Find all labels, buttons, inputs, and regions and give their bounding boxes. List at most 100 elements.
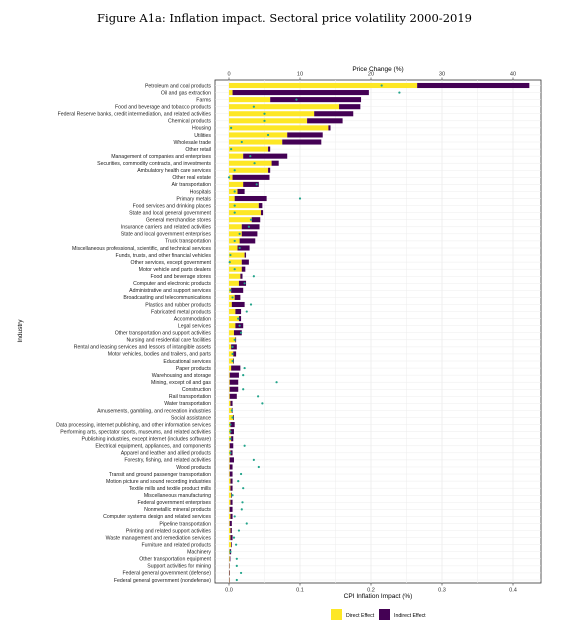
category-label: Paper products [176,366,212,372]
category-label: Machinery [187,550,211,556]
category-label: Textile mills and textile product mills [129,486,212,492]
bar-direct [229,280,239,286]
category-label: Legal services [178,323,212,329]
bar-indirect [229,372,239,378]
x-tick-label-top: 10 [297,72,303,78]
price-change-point [229,253,232,257]
bar-indirect [240,273,243,279]
category-label: Housing [192,126,211,132]
bar-direct [229,118,308,124]
category-label: Insurance carriers and related activitie… [121,225,212,231]
price-change-point [230,126,233,129]
category-label: Petroleum and coal products [145,83,211,89]
bar-direct [229,167,269,173]
category-label: Computer and electronic products [133,281,211,287]
price-change-point [239,571,243,575]
bar-indirect [230,528,232,534]
price-change-point [231,416,234,419]
bar-indirect [234,195,267,202]
price-change-point [380,84,383,87]
price-change-point [249,218,253,221]
category-label: Motor vehicle and parts dealers [139,267,212,273]
bar-indirect [258,203,263,209]
bar-direct [229,273,241,279]
x-tick-label-bottom: 0.1 [296,588,304,594]
bar-direct [229,513,231,519]
bar-indirect [268,167,271,173]
category-label: Fabricated metal products [151,309,211,315]
bar-direct [229,358,234,364]
bar-direct [229,217,252,223]
bar-indirect [231,344,237,350]
bar-direct [229,309,236,315]
category-label: Forestry, fishing, and related activitie… [124,458,211,464]
bar-direct [229,323,236,329]
bar-indirect [231,301,245,308]
price-change-point [231,494,234,497]
bar-indirect [241,259,249,265]
category-label: Securities, commodity contracts, and inv… [97,161,211,167]
bar-direct [229,464,230,470]
bar-direct [229,111,315,117]
price-change-point [252,275,255,278]
x-tick-label-bottom: 0.0 [225,588,233,594]
bar-indirect [238,280,247,286]
price-change-point [253,162,256,165]
price-change-point [241,501,244,504]
price-change-point [239,472,243,476]
bar-indirect [229,457,234,463]
price-change-point [240,140,243,144]
bar-indirect [229,393,237,399]
bar-direct [229,499,231,505]
bar-direct [229,224,242,230]
bar-direct [229,301,232,308]
price-change-point [263,112,266,115]
price-change-point [229,550,232,553]
bar-direct [229,386,230,392]
bar-indirect [314,111,354,117]
price-change-point [243,444,246,447]
bar-direct [229,443,230,449]
bar-direct [229,337,236,343]
category-label: Farms [196,97,211,103]
price-change-point [249,303,253,306]
category-label: Construction [182,387,211,393]
bar-direct [229,471,230,477]
price-change-point [261,402,264,405]
x-tick-label-top: 40 [510,72,516,78]
price-change-point [238,232,241,235]
price-change-point [233,169,236,172]
price-change-point [257,465,260,469]
bar-direct [229,528,231,534]
bar-direct [229,181,244,187]
bar-indirect [229,520,232,527]
bar-direct [229,506,230,512]
price-change-point [230,409,233,412]
x-tick-label-top: 30 [439,72,445,78]
category-label: Performing arts, spectator sports, museu… [60,429,211,435]
bar-indirect [268,146,271,152]
category-label: Accommodation [174,316,211,322]
bar-indirect [230,429,234,435]
category-label: Other transportation and support activit… [115,331,212,337]
bar-direct [229,195,235,202]
bar-indirect [232,90,369,96]
price-change-point [233,211,236,214]
bar-indirect [237,188,245,195]
price-change-point [237,480,240,483]
price-change-point [266,133,270,137]
grid [215,80,541,583]
category-label: Rail transportation [169,394,211,400]
price-change-point [233,190,236,193]
bar-indirect [417,82,530,89]
bar-direct [229,132,288,138]
category-label: Other transportation equipment [139,557,211,563]
bar-indirect [229,506,233,512]
legend-swatch-direct [331,609,342,620]
x-tick-label-top: 20 [368,72,374,78]
bar-indirect [241,224,260,230]
category-label: Federal Reserve banks, credit intermedia… [58,112,212,118]
price-change-point [237,529,241,532]
category-label: Primary metals [176,196,211,202]
